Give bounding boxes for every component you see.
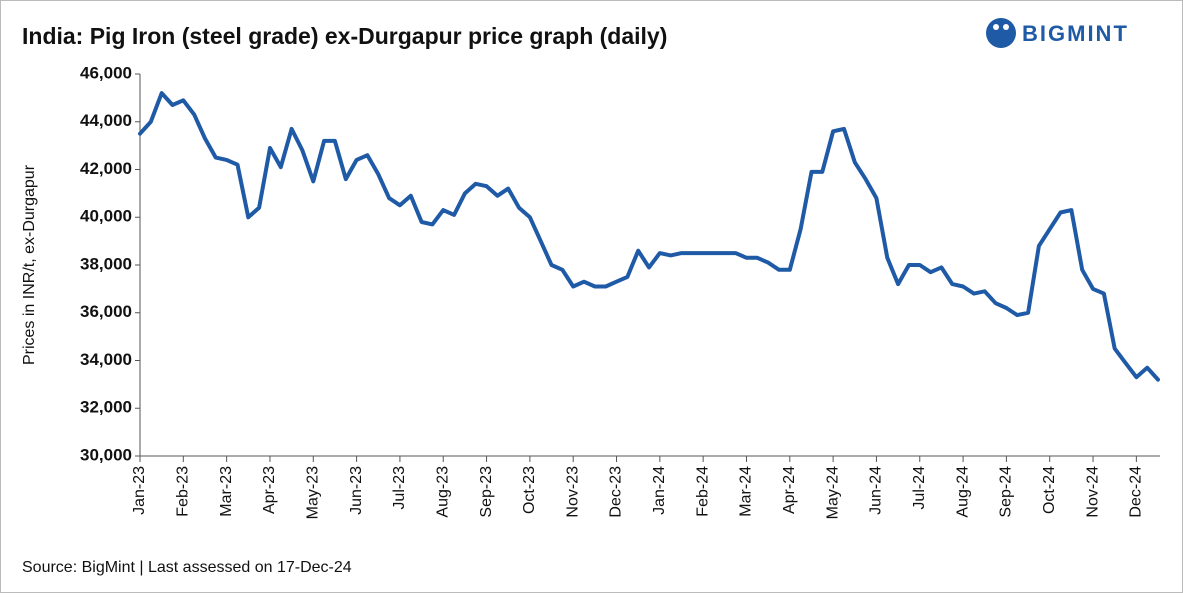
chart-title: India: Pig Iron (steel grade) ex-Durgapu… [22,23,667,49]
x-tick-label: Oct-23 [521,466,538,514]
x-tick-label: Jan-24 [651,466,668,515]
logo: BIGMINT [986,18,1129,48]
x-tick-label: Sep-24 [998,466,1015,518]
x-tick-label: Oct-24 [1041,466,1058,514]
x-tick-label: Jun-23 [348,466,365,515]
y-tick-label: 46,000 [80,63,132,82]
logo-icon [986,18,1016,48]
y-tick-label: 42,000 [80,159,132,178]
logo-icon [1003,24,1009,30]
x-tick-label: Aug-23 [434,466,451,518]
y-axis-label: Prices in INR/t, ex-Durgapur [21,164,38,365]
x-tick-label: Jan-23 [131,466,148,515]
x-tick-label: Jul-23 [391,466,408,510]
x-tick-label: Dec-24 [1128,466,1145,518]
x-tick-label: Jul-24 [911,466,928,510]
y-tick-label: 40,000 [80,207,132,226]
x-tick-label: Aug-24 [954,466,971,518]
x-tick-label: Jun-24 [868,466,885,515]
y-tick-label: 44,000 [80,111,132,130]
y-tick-label: 38,000 [80,254,132,273]
logo-icon [993,24,999,30]
x-tick-label: May-23 [304,466,321,519]
x-tick-label: Feb-23 [175,466,192,517]
x-tick-label: May-24 [824,466,841,519]
brand: BIGMINT [1022,21,1129,46]
x-tick-label: Sep-23 [478,466,495,518]
x-tick-label: Nov-24 [1084,466,1101,518]
y-tick-label: 32,000 [80,398,132,417]
y-tick-label: 34,000 [80,350,132,369]
x-tick-label: Mar-24 [738,466,755,517]
y-tick-label: 30,000 [80,445,132,464]
x-tick-label: Apr-24 [781,466,798,514]
x-tick-label: Feb-24 [694,466,711,517]
y-tick-label: 36,000 [80,302,132,321]
line-series [138,91,1160,382]
x-tick-label: Apr-23 [261,466,278,514]
x-tick-label: Nov-23 [564,466,581,518]
x-tick-label: Mar-23 [218,466,235,517]
x-tick-label: Dec-23 [608,466,625,518]
source: Source: BigMint | Last assessed on 17-De… [22,559,352,576]
